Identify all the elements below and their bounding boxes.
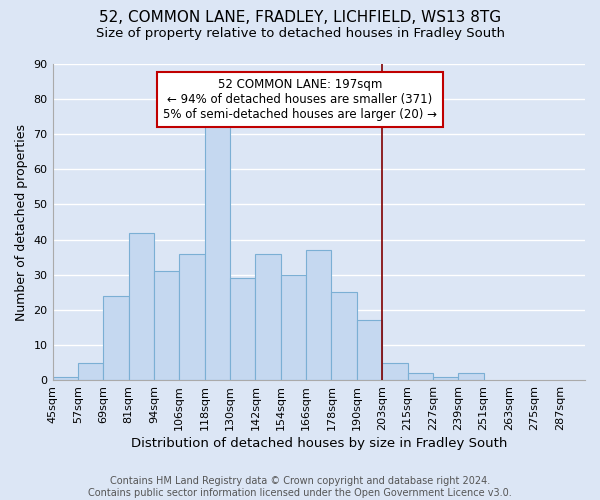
Bar [458,373,484,380]
Bar [382,362,407,380]
Bar [331,292,357,380]
Bar [179,254,205,380]
Text: 52, COMMON LANE, FRADLEY, LICHFIELD, WS13 8TG: 52, COMMON LANE, FRADLEY, LICHFIELD, WS1… [99,10,501,25]
Bar [78,362,103,380]
Bar [53,376,78,380]
Text: 52 COMMON LANE: 197sqm
← 94% of detached houses are smaller (371)
5% of semi-det: 52 COMMON LANE: 197sqm ← 94% of detached… [163,78,437,121]
Bar [357,320,382,380]
X-axis label: Distribution of detached houses by size in Fradley South: Distribution of detached houses by size … [131,437,507,450]
Bar [433,376,458,380]
Text: Contains HM Land Registry data © Crown copyright and database right 2024.
Contai: Contains HM Land Registry data © Crown c… [88,476,512,498]
Bar [230,278,256,380]
Bar [256,254,281,380]
Bar [154,271,179,380]
Bar [205,124,230,380]
Bar [306,250,331,380]
Bar [281,274,306,380]
Bar [103,296,128,380]
Text: Size of property relative to detached houses in Fradley South: Size of property relative to detached ho… [95,28,505,40]
Bar [128,232,154,380]
Bar [407,373,433,380]
Y-axis label: Number of detached properties: Number of detached properties [15,124,28,320]
